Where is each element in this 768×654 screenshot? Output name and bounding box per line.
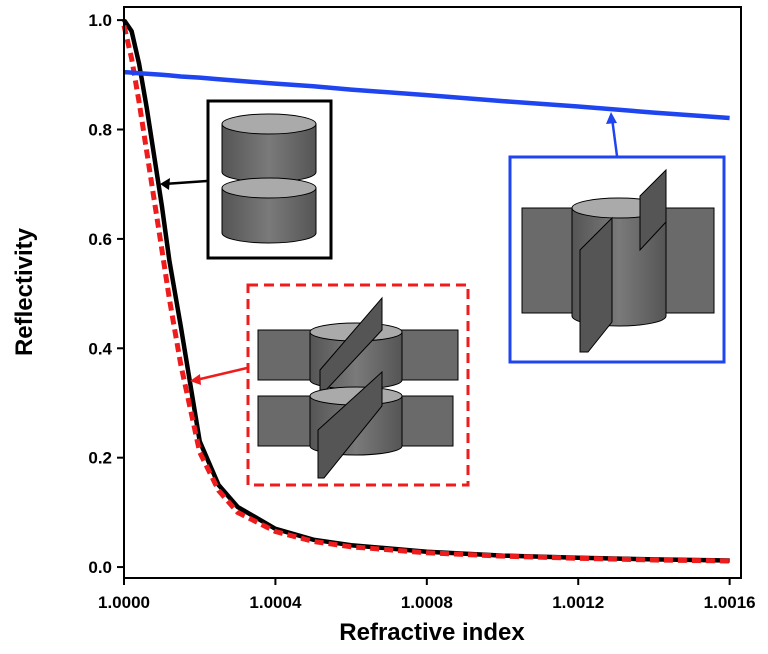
inset-red	[190, 285, 468, 485]
y-tick-label: 1.0	[88, 11, 112, 30]
chart: Refractive index Reflectivity 0.00.20.40	[0, 0, 768, 649]
y-tick-label: 0.4	[88, 339, 112, 358]
y-tick-label: 0.0	[88, 558, 112, 577]
x-tick-label: 1.0008	[401, 593, 453, 612]
x-axis-label: Refractive index	[339, 619, 525, 646]
y-tick-label: 0.6	[88, 230, 112, 249]
y-axis-label: Reflectivity	[11, 227, 38, 356]
x-tick-label: 1.0012	[552, 593, 604, 612]
x-tick-label: 1.0016	[704, 593, 756, 612]
y-tick-label: 0.8	[88, 121, 112, 140]
inset-blue	[510, 112, 724, 362]
inset-black	[160, 101, 331, 258]
x-tick-label: 1.0004	[249, 593, 302, 612]
x-tick-label: 1.0000	[98, 593, 150, 612]
y-tick-label: 0.2	[88, 449, 112, 468]
